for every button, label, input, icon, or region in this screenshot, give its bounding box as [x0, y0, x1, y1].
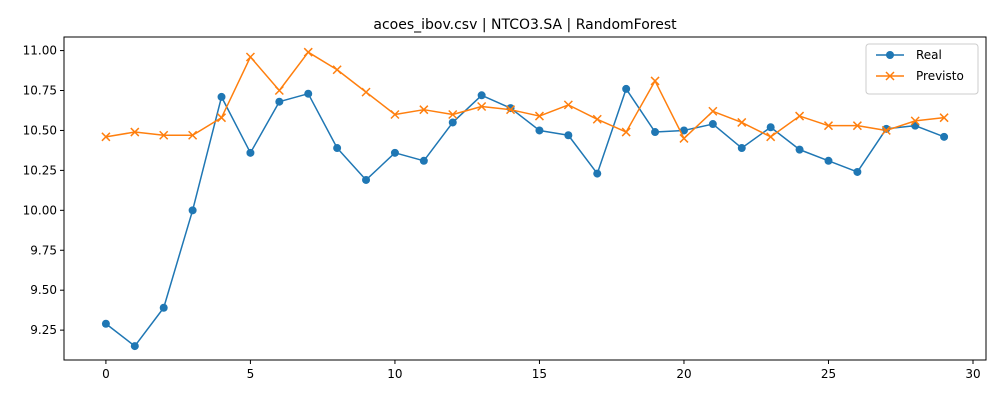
data-point-real: [737, 144, 746, 153]
x-tick-label: 30: [965, 367, 980, 381]
data-point-previsto: [881, 125, 891, 135]
x-tick-label: 0: [102, 367, 110, 381]
data-point-real: [535, 126, 544, 135]
data-point-previsto: [563, 100, 573, 110]
legend-label-previsto: Previsto: [916, 69, 964, 83]
data-point-real: [564, 131, 573, 140]
data-point-real: [362, 175, 371, 184]
data-point-previsto: [216, 113, 227, 123]
data-point-previsto: [477, 101, 487, 112]
data-point-previsto: [650, 76, 660, 86]
data-point-real: [275, 97, 284, 106]
data-point-previsto: [130, 127, 140, 137]
data-point-previsto: [852, 121, 862, 131]
data-point-real: [795, 145, 804, 154]
data-point-previsto: [939, 113, 949, 123]
x-tick-label: 10: [387, 367, 402, 381]
data-point-previsto: [506, 105, 516, 115]
data-point-previsto: [795, 111, 805, 121]
x-tick-label: 25: [821, 367, 836, 381]
data-point-previsto: [679, 133, 689, 143]
data-point-real: [159, 303, 168, 312]
data-point-real: [101, 319, 110, 328]
x-tick-label: 5: [247, 367, 255, 381]
data-point-previsto: [910, 116, 920, 126]
data-point-real: [304, 89, 313, 98]
data-point-real: [940, 132, 949, 141]
data-point-real: [679, 126, 688, 135]
data-point-previsto: [592, 114, 602, 124]
data-point-previsto: [159, 130, 169, 140]
data-point-real: [390, 148, 399, 157]
data-point-previsto: [361, 87, 371, 97]
y-tick-label: 9.25: [30, 323, 57, 337]
y-tick-label: 10.75: [23, 84, 57, 98]
chart-title: acoes_ibov.csv | NTCO3.SA | RandomForest: [373, 17, 677, 33]
data-point-previsto: [737, 117, 747, 127]
data-point-real: [651, 128, 660, 137]
series-line-real: [105, 88, 945, 347]
legend-marker-real: [886, 51, 894, 59]
data-point-real: [448, 118, 457, 127]
legend: Real Previsto: [865, 43, 979, 95]
data-point-previsto: [534, 111, 544, 121]
y-tick-label: 10.00: [23, 203, 57, 217]
data-point-real: [130, 342, 139, 351]
data-point-real: [853, 167, 862, 176]
data-point-previsto: [621, 127, 631, 137]
data-point-previsto: [332, 65, 342, 75]
data-point-real: [419, 156, 428, 165]
data-point-previsto: [708, 106, 718, 116]
data-point-previsto: [303, 47, 313, 57]
y-tick-label: 9.50: [30, 283, 57, 297]
data-point-previsto: [766, 132, 776, 142]
legend-marker-previsto: [885, 71, 895, 81]
legend-label-real: Real: [916, 48, 942, 62]
data-point-previsto: [101, 132, 111, 142]
data-point-previsto: [419, 105, 429, 115]
data-point-real: [622, 84, 631, 93]
data-point-real: [477, 91, 486, 100]
y-tick-label: 9.75: [30, 243, 57, 257]
x-tick-label: 20: [676, 367, 691, 381]
y-tick-label: 10.50: [23, 123, 57, 137]
y-tick-label: 10.25: [23, 163, 57, 177]
data-point-real: [188, 206, 197, 215]
legend-box: [865, 43, 979, 95]
series-line-previsto: [105, 51, 945, 140]
data-point-previsto: [823, 121, 834, 131]
y-tick-label: 11.00: [23, 44, 57, 58]
data-point-previsto: [448, 109, 458, 120]
data-point-previsto: [245, 52, 255, 62]
data-point-previsto: [274, 85, 284, 96]
data-point-real: [593, 169, 602, 178]
data-point-real: [824, 156, 833, 165]
data-point-previsto: [390, 109, 400, 120]
data-point-previsto: [188, 130, 198, 140]
plot-frame: [63, 36, 987, 361]
data-point-real: [246, 148, 255, 157]
x-tick-label: 15: [532, 367, 547, 381]
data-point-real: [333, 144, 342, 153]
data-point-real: [766, 123, 775, 132]
data-point-real: [217, 92, 226, 101]
data-point-real: [708, 120, 717, 129]
